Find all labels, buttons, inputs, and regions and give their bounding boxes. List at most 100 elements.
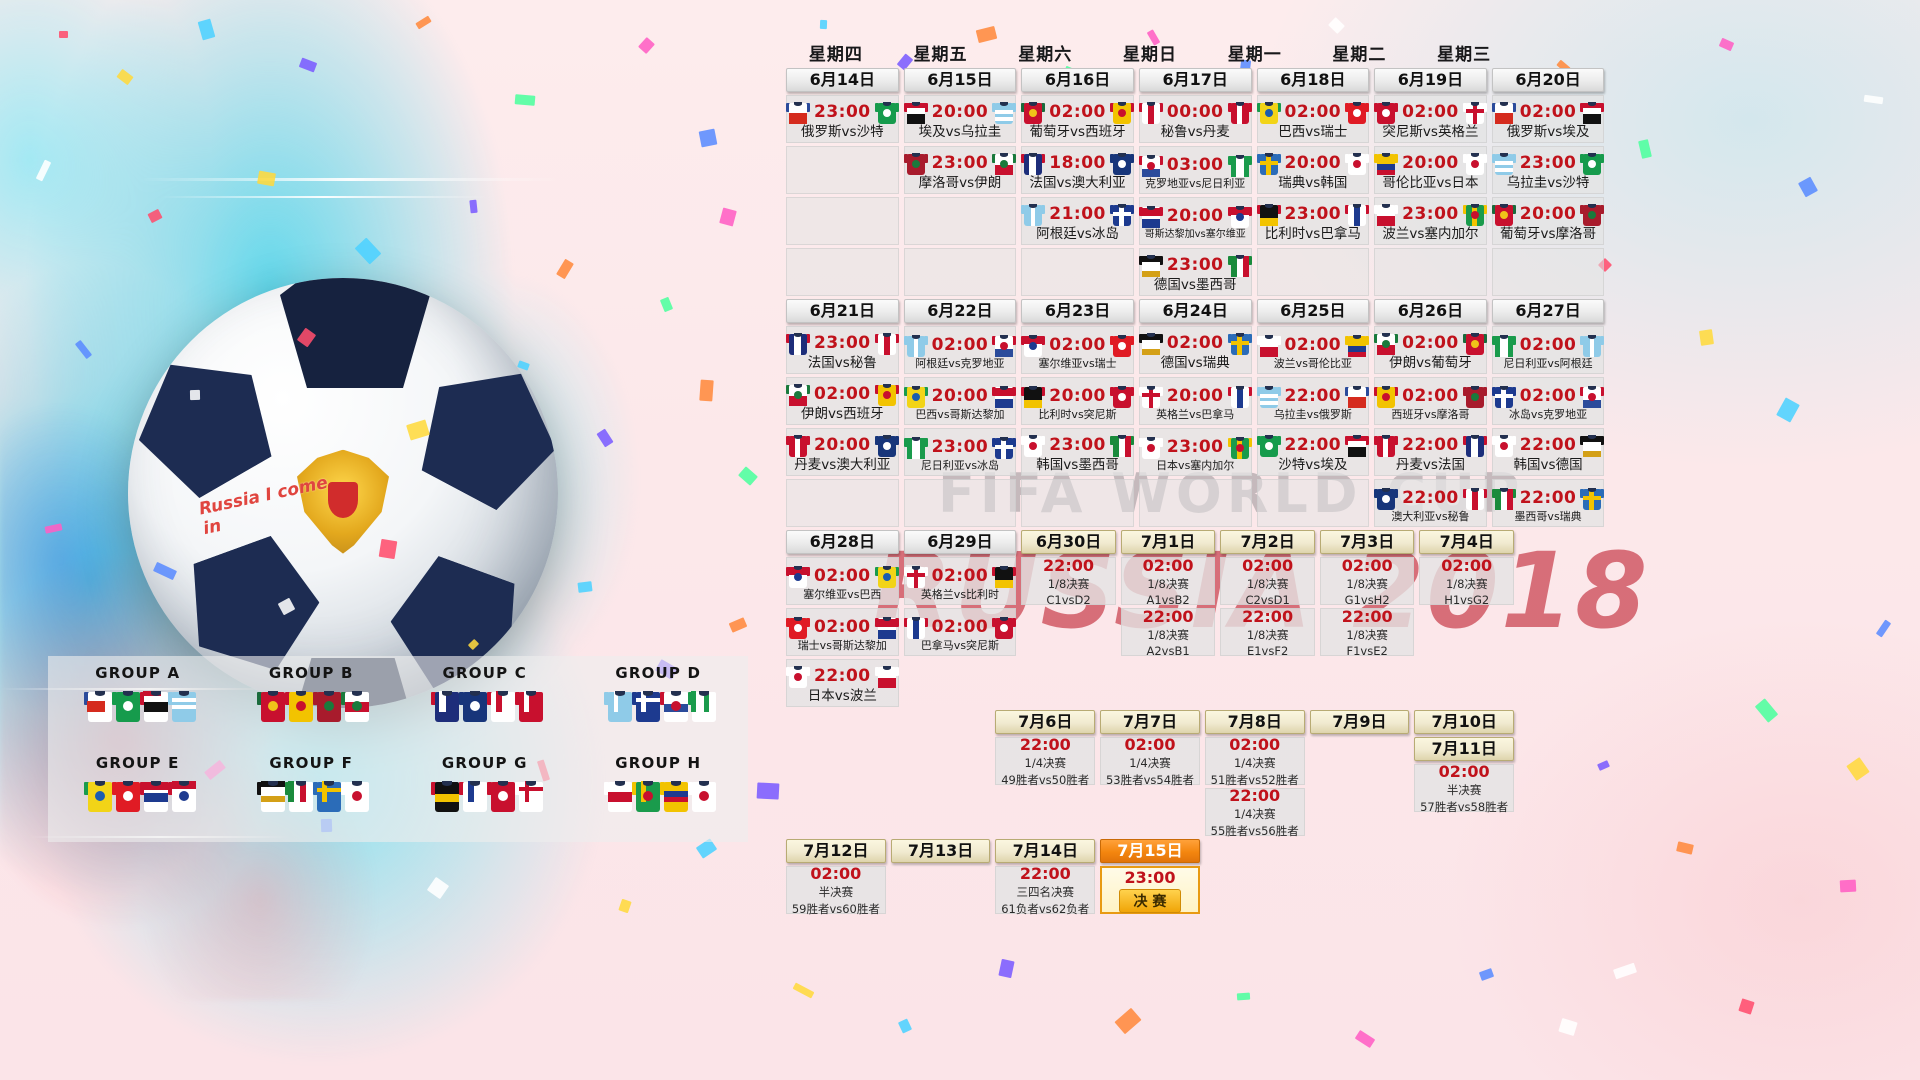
match-cell[interactable]: 02:00 俄罗斯vs埃及 [1491, 95, 1605, 143]
match-cell[interactable]: 02:00 伊朗vs葡萄牙 [1374, 326, 1487, 374]
knockout-match-cell[interactable]: 02:00 1/4决赛 53胜者vs54胜者 [1100, 735, 1200, 787]
group-cell-group-e[interactable]: GROUP E [52, 750, 224, 838]
match-cell[interactable]: 23:00 日本vs塞内加尔 [1138, 428, 1252, 476]
date-header[interactable]: 7月7日 [1100, 710, 1200, 734]
match-cell[interactable]: 02:00 突尼斯vs英格兰 [1374, 95, 1487, 143]
match-cell[interactable]: 02:00 尼日利亚vs阿根廷 [1491, 326, 1605, 374]
group-cell-group-h[interactable]: GROUP H [573, 750, 745, 838]
knockout-match-cell[interactable]: 02:00 1/8决赛 G1vsH2 [1319, 556, 1415, 607]
match-cell[interactable]: 02:00 冰岛vs克罗地亚 [1491, 377, 1605, 425]
knockout-match-cell[interactable]: 02:00 半决赛 59胜者vs60胜者 [786, 864, 886, 916]
date-header[interactable]: 6月24日 [1138, 299, 1252, 323]
match-cell[interactable]: 00:00 秘鲁vs丹麦 [1138, 95, 1252, 143]
match-cell[interactable]: 21:00 阿根廷vs冰岛 [1021, 197, 1134, 245]
group-cell-group-a[interactable]: GROUP A [52, 660, 224, 748]
match-cell[interactable]: 02:00 德国vs瑞典 [1138, 326, 1252, 374]
date-header[interactable]: 7月10日 [1414, 710, 1514, 734]
match-cell[interactable]: 02:00 巴西vs瑞士 [1256, 95, 1370, 143]
knockout-match-cell[interactable]: 02:00 半决赛 57胜者vs58胜者 [1414, 762, 1514, 814]
group-cell-group-d[interactable]: GROUP D [573, 660, 745, 748]
date-header[interactable]: 7月11日 [1414, 737, 1514, 761]
date-header[interactable]: 7月6日 [995, 710, 1096, 734]
knockout-match-cell[interactable]: 22:00 1/8决赛 F1vsE2 [1319, 607, 1415, 658]
match-cell[interactable]: 20:00 巴西vs哥斯达黎加 [903, 377, 1017, 425]
knockout-match-cell[interactable]: 22:00 1/8决赛 C1vsD2 [1021, 556, 1116, 607]
date-header[interactable]: 6月21日 [786, 299, 899, 323]
match-cell[interactable]: 22:00 墨西哥vs瑞典 [1491, 479, 1605, 527]
match-cell[interactable]: 22:00 丹麦vs法国 [1374, 428, 1487, 476]
match-cell[interactable]: 23:00 波兰vs塞内加尔 [1374, 197, 1487, 245]
match-cell[interactable]: 23:00 尼日利亚vs冰岛 [903, 428, 1017, 476]
match-cell[interactable]: 22:00 韩国vs德国 [1491, 428, 1605, 476]
date-header[interactable]: 6月20日 [1491, 68, 1605, 92]
knockout-match-cell[interactable]: 02:00 1/8决赛 H1vsG2 [1419, 556, 1514, 607]
date-header[interactable]: 7月1日 [1120, 530, 1216, 554]
match-cell[interactable]: 02:00 阿根廷vs克罗地亚 [903, 326, 1017, 374]
date-header[interactable]: 6月14日 [786, 68, 899, 92]
match-cell[interactable]: 20:00 哥伦比亚vs日本 [1374, 146, 1487, 194]
match-cell[interactable]: 02:00 塞尔维亚vs瑞士 [1021, 326, 1134, 374]
match-cell[interactable]: 23:00 乌拉圭vs沙特 [1491, 146, 1605, 194]
date-header[interactable]: 6月22日 [903, 299, 1017, 323]
date-header[interactable]: 7月12日 [786, 839, 886, 863]
match-cell[interactable]: 02:00 巴拿马vs突尼斯 [903, 608, 1017, 656]
match-cell[interactable]: 22:00 澳大利亚vs秘鲁 [1374, 479, 1487, 527]
match-cell[interactable]: 20:00 哥斯达黎加vs塞尔维亚 [1138, 197, 1252, 245]
knockout-match-cell[interactable]: 22:00 1/8决赛 A2vsB1 [1120, 607, 1216, 658]
knockout-match-cell[interactable]: 22:00 1/4决赛 55胜者vs56胜者 [1204, 786, 1305, 838]
date-header[interactable]: 6月16日 [1021, 68, 1134, 92]
group-cell-group-c[interactable]: GROUP C [399, 660, 571, 748]
match-cell[interactable]: 02:00 伊朗vs西班牙 [786, 377, 899, 425]
knockout-match-cell[interactable]: 02:00 1/4决赛 51胜者vs52胜者 [1204, 735, 1305, 787]
match-cell[interactable]: 23:00 德国vs墨西哥 [1138, 248, 1252, 296]
match-cell[interactable]: 20:00 葡萄牙vs摩洛哥 [1491, 197, 1605, 245]
date-header[interactable]: 7月8日 [1204, 710, 1305, 734]
date-header[interactable]: 6月23日 [1021, 299, 1134, 323]
match-cell[interactable]: 02:00 波兰vs哥伦比亚 [1256, 326, 1370, 374]
date-header[interactable]: 7月13日 [890, 839, 991, 863]
group-cell-group-b[interactable]: GROUP B [226, 660, 398, 748]
date-header[interactable]: 6月29日 [903, 530, 1017, 554]
match-cell[interactable]: 02:00 西班牙vs摩洛哥 [1374, 377, 1487, 425]
date-header[interactable]: 7月15日 [1100, 839, 1200, 863]
match-cell[interactable]: 20:00 埃及vs乌拉圭 [903, 95, 1017, 143]
date-header[interactable]: 6月25日 [1256, 299, 1370, 323]
date-header[interactable]: 6月28日 [786, 530, 899, 554]
match-cell[interactable]: 23:00 韩国vs墨西哥 [1021, 428, 1134, 476]
match-cell[interactable]: 20:00 英格兰vs巴拿马 [1138, 377, 1252, 425]
date-header[interactable]: 7月2日 [1220, 530, 1315, 554]
match-cell[interactable]: 22:00 乌拉圭vs俄罗斯 [1256, 377, 1370, 425]
match-cell[interactable]: 23:00 摩洛哥vs伊朗 [903, 146, 1017, 194]
date-header[interactable]: 6月17日 [1138, 68, 1252, 92]
match-cell[interactable]: 02:00 葡萄牙vs西班牙 [1021, 95, 1134, 143]
final-match-cell[interactable]: 23:00 决 赛 [1100, 866, 1200, 914]
match-cell[interactable]: 02:00 英格兰vs比利时 [903, 557, 1017, 605]
date-header[interactable]: 6月18日 [1256, 68, 1370, 92]
match-cell[interactable]: 23:00 法国vs秘鲁 [786, 326, 899, 374]
date-header[interactable]: 6月26日 [1374, 299, 1487, 323]
knockout-match-cell[interactable]: 22:00 1/8决赛 E1vsF2 [1220, 607, 1315, 658]
match-cell[interactable]: 20:00 丹麦vs澳大利亚 [786, 428, 899, 476]
match-cell[interactable]: 23:00 比利时vs巴拿马 [1256, 197, 1370, 245]
knockout-match-cell[interactable]: 22:00 三四名决赛 61负者vs62负者 [995, 864, 1096, 916]
date-header[interactable]: 6月15日 [903, 68, 1017, 92]
knockout-match-cell[interactable]: 22:00 1/4决赛 49胜者vs50胜者 [995, 735, 1096, 787]
match-cell[interactable]: 20:00 瑞典vs韩国 [1256, 146, 1370, 194]
match-cell[interactable]: 18:00 法国vs澳大利亚 [1021, 146, 1134, 194]
match-cell[interactable]: 23:00 俄罗斯vs沙特 [786, 95, 899, 143]
match-cell[interactable]: 22:00 日本vs波兰 [786, 659, 899, 707]
match-cell[interactable]: 22:00 沙特vs埃及 [1256, 428, 1370, 476]
date-header[interactable]: 7月14日 [995, 839, 1096, 863]
date-header[interactable]: 6月30日 [1021, 530, 1116, 554]
group-cell-group-f[interactable]: GROUP F [226, 750, 398, 838]
match-cell[interactable]: 02:00 瑞士vs哥斯达黎加 [786, 608, 899, 656]
date-header[interactable]: 7月9日 [1309, 710, 1410, 734]
date-header[interactable]: 7月3日 [1319, 530, 1415, 554]
date-header[interactable]: 6月27日 [1491, 299, 1605, 323]
match-cell[interactable]: 20:00 比利时vs突尼斯 [1021, 377, 1134, 425]
match-cell[interactable]: 03:00 克罗地亚vs尼日利亚 [1138, 146, 1252, 194]
group-cell-group-g[interactable]: GROUP G [399, 750, 571, 838]
knockout-match-cell[interactable]: 02:00 1/8决赛 C2vsD1 [1220, 556, 1315, 607]
match-cell[interactable]: 02:00 塞尔维亚vs巴西 [786, 557, 899, 605]
date-header[interactable]: 6月19日 [1374, 68, 1487, 92]
